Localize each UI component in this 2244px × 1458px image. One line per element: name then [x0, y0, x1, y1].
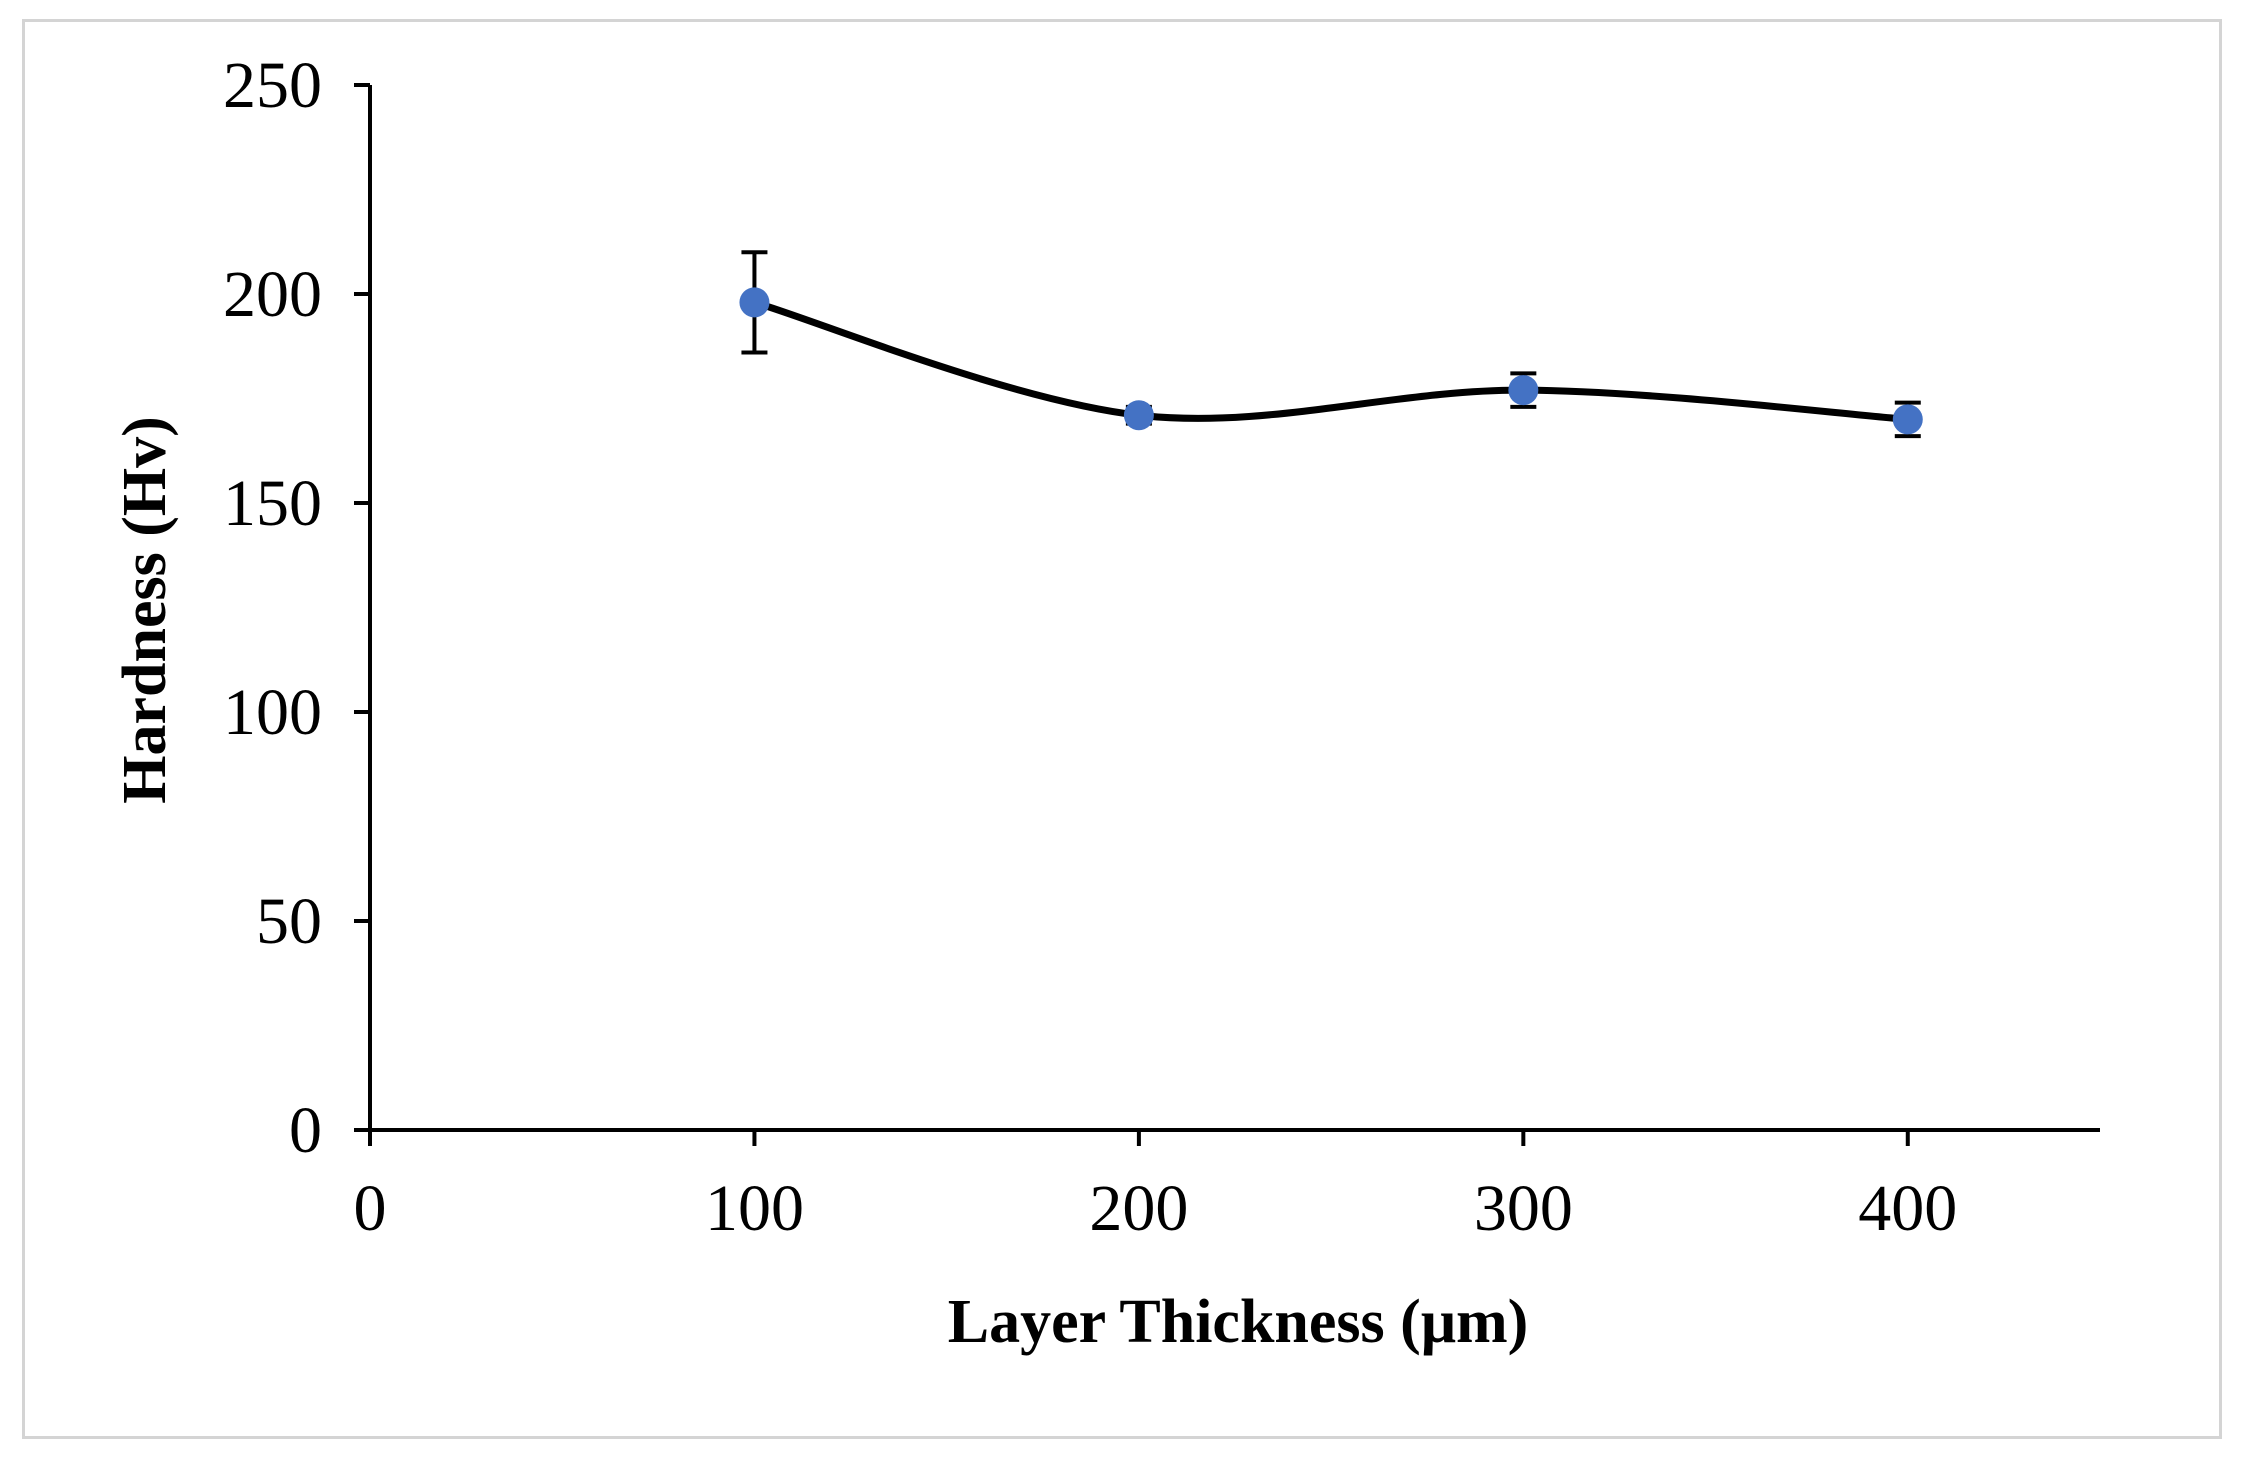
y-tick-label: 100	[223, 676, 322, 749]
data-point	[1123, 400, 1154, 431]
x-tick-label: 200	[1089, 1172, 1188, 1245]
data-point	[1892, 404, 1923, 435]
data-series	[739, 250, 1923, 439]
axes	[354, 83, 2100, 1146]
data-point	[739, 287, 770, 318]
y-tick-label: 150	[223, 467, 322, 540]
x-axis-title: Layer Thickness (μm)	[948, 1288, 1529, 1356]
chart-frame	[22, 19, 2222, 1439]
x-tick-label: 100	[705, 1172, 804, 1245]
y-axis-title: Hardness (Hv)	[111, 416, 179, 804]
x-tick-label: 0	[354, 1172, 387, 1245]
x-tick-label: 300	[1474, 1172, 1573, 1245]
tick-labels: 0 50 100 150 200 250 0 100 200 300 400	[223, 49, 1957, 1245]
y-tick-label: 250	[223, 49, 322, 122]
x-tick-label: 400	[1858, 1172, 1957, 1245]
data-point	[1508, 375, 1539, 406]
y-tick-label: 200	[223, 258, 322, 331]
y-tick-label: 50	[256, 885, 322, 958]
y-tick-label: 0	[289, 1094, 322, 1167]
series-line	[753, 299, 1909, 423]
